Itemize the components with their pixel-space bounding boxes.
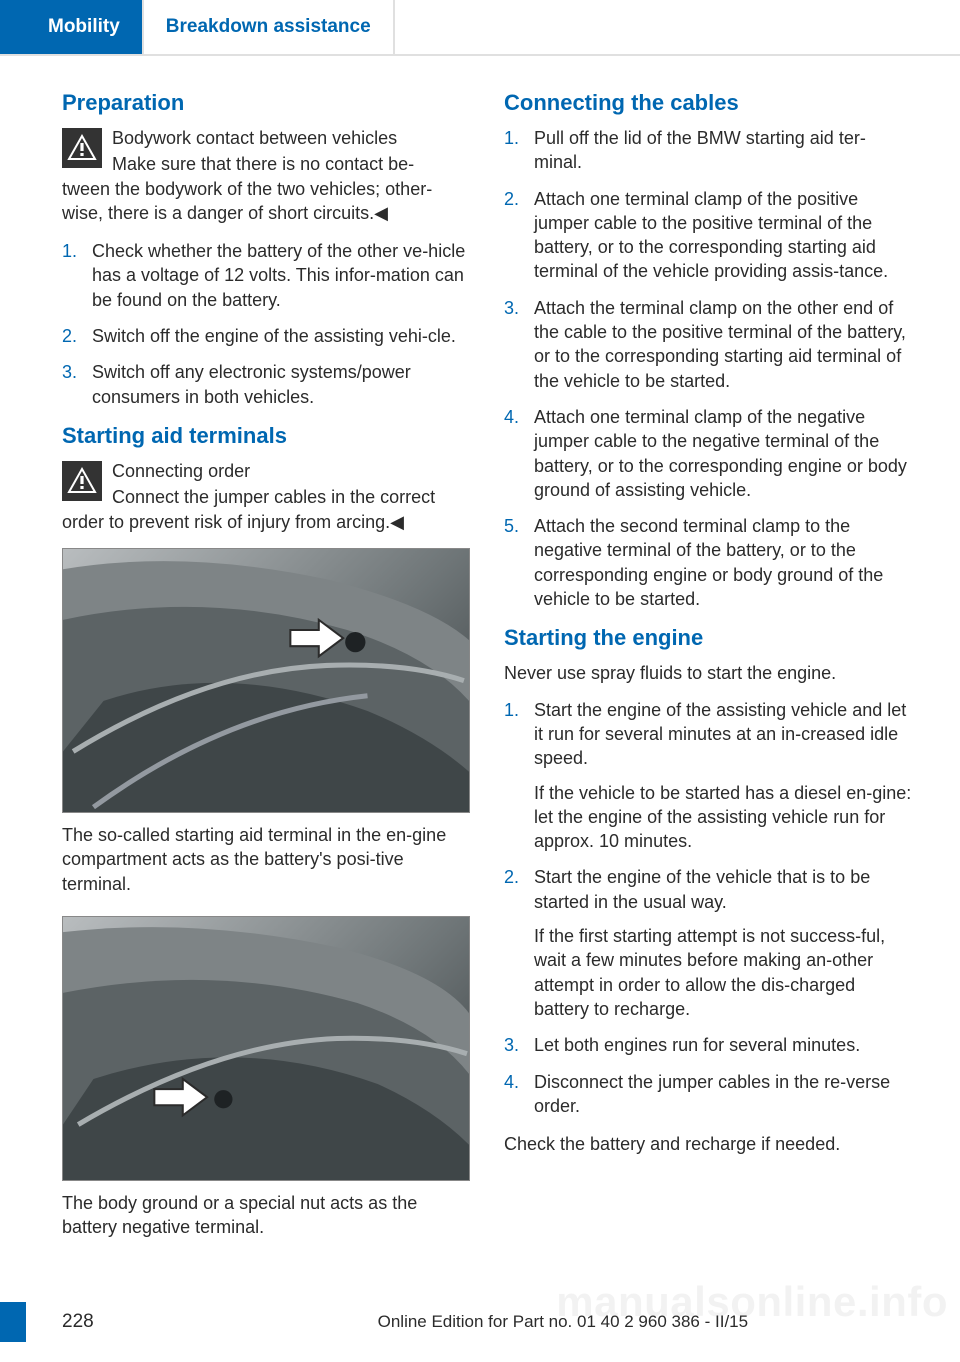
heading-preparation: Preparation [62, 90, 470, 116]
step-text: Switch off the engine of the assisting v… [92, 324, 470, 348]
step-text: Start the engine of the assisting vehicl… [534, 698, 912, 854]
connecting-step: 2.Attach one terminal clamp of the posit… [504, 187, 912, 284]
starting-engine-intro: Never use spray fluids to start the engi… [504, 661, 912, 685]
edition-line: Online Edition for Part no. 01 40 2 960 … [214, 1312, 912, 1332]
page-footer: 228 Online Edition for Part no. 01 40 2 … [0, 1302, 960, 1342]
step-number: 2. [62, 324, 92, 348]
heading-starting-aid: Starting aid terminals [62, 423, 470, 449]
step-number: 4. [504, 405, 534, 502]
connecting-step: 5.Attach the second terminal clamp to th… [504, 514, 912, 611]
starting-engine-steps: 1. Start the engine of the assisting veh… [504, 698, 912, 1118]
step-text: Attach the terminal clamp on the other e… [534, 296, 912, 393]
step-text-main: Start the engine of the assisting vehicl… [534, 700, 906, 769]
warning-title: Connecting order [112, 459, 470, 483]
step-number: 2. [504, 865, 534, 1021]
step-text: Start the engine of the vehicle that is … [534, 865, 912, 1021]
step-text: Attach one terminal clamp of the positiv… [534, 187, 912, 284]
step-text: Disconnect the jumper cables in the re‐v… [534, 1070, 912, 1119]
header-tab-mobility: Mobility [26, 0, 144, 54]
content-columns: Preparation Bodywork contact between veh… [0, 56, 960, 1276]
heading-connecting-cables: Connecting the cables [504, 90, 912, 116]
warning-bodywork: Bodywork contact between vehicles Make s… [62, 126, 470, 225]
step-text: Pull off the lid of the BMW starting aid… [534, 126, 912, 175]
caption-positive-terminal: The so-called starting aid terminal in t… [62, 823, 470, 896]
footer-spine-notch [0, 1302, 26, 1342]
step-number: 1. [504, 126, 534, 175]
spine-bar [0, 0, 26, 54]
step-text: Let both engines run for several minutes… [534, 1033, 912, 1057]
step-text-sub: If the first starting attempt is not suc… [534, 924, 912, 1021]
page-number-block: 228 [0, 1302, 94, 1342]
step-number: 4. [504, 1070, 534, 1119]
step-number: 3. [62, 360, 92, 409]
preparation-steps: 1.Check whether the battery of the other… [62, 239, 470, 409]
warning-icon [62, 461, 102, 501]
starting-engine-step: 4.Disconnect the jumper cables in the re… [504, 1070, 912, 1119]
step-number: 3. [504, 296, 534, 393]
header-tab-breakdown: Breakdown assistance [144, 0, 395, 54]
warning-connecting-order: Connecting order Connect the jumper cabl… [62, 459, 470, 534]
step-text-sub: If the vehicle to be started has a diese… [534, 781, 912, 854]
figure-negative-terminal [62, 916, 470, 1181]
warning-body-line1: Make sure that there is no contact be‐ [112, 152, 470, 176]
preparation-step: 1.Check whether the battery of the other… [62, 239, 470, 312]
connecting-step: 3.Attach the terminal clamp on the other… [504, 296, 912, 393]
step-text-main: Start the engine of the vehicle that is … [534, 867, 870, 911]
step-number: 2. [504, 187, 534, 284]
starting-engine-step: 1. Start the engine of the assisting veh… [504, 698, 912, 854]
warning-icon [62, 128, 102, 168]
warning-body-line1: Connect the jumper cables in the correct [112, 485, 470, 509]
page-number: 228 [62, 1311, 94, 1333]
step-number: 1. [504, 698, 534, 854]
preparation-step: 2.Switch off the engine of the assisting… [62, 324, 470, 348]
step-text: Check whether the battery of the other v… [92, 239, 470, 312]
step-number: 3. [504, 1033, 534, 1057]
step-number: 5. [504, 514, 534, 611]
step-text: Attach one terminal clamp of the negativ… [534, 405, 912, 502]
figure-positive-terminal [62, 548, 470, 813]
heading-starting-engine: Starting the engine [504, 625, 912, 651]
connecting-step: 1.Pull off the lid of the BMW starting a… [504, 126, 912, 175]
preparation-step: 3.Switch off any electronic systems/powe… [62, 360, 470, 409]
warning-body-rest: order to prevent risk of injury from arc… [62, 510, 470, 534]
caption-negative-terminal: The body ground or a special nut acts as… [62, 1191, 470, 1240]
step-number: 1. [62, 239, 92, 312]
page-header: Mobility Breakdown assistance [0, 0, 960, 56]
starting-engine-step: 2. Start the engine of the vehicle that … [504, 865, 912, 1021]
warning-title: Bodywork contact between vehicles [112, 126, 470, 150]
step-text: Attach the second terminal clamp to the … [534, 514, 912, 611]
step-text: Switch off any electronic systems/power … [92, 360, 470, 409]
warning-body-rest: tween the bodywork of the two vehicles; … [62, 177, 470, 226]
starting-engine-outro: Check the battery and recharge if needed… [504, 1132, 912, 1156]
starting-engine-step: 3.Let both engines run for several minut… [504, 1033, 912, 1057]
connecting-step: 4.Attach one terminal clamp of the negat… [504, 405, 912, 502]
connecting-steps: 1.Pull off the lid of the BMW starting a… [504, 126, 912, 611]
